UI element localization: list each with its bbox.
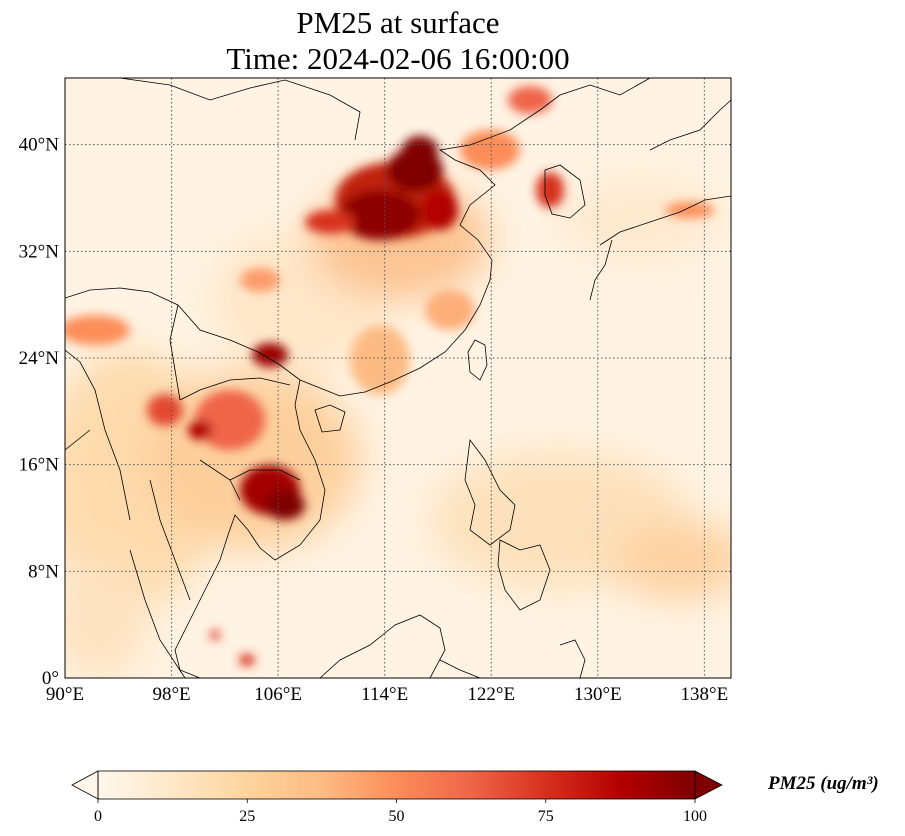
colorbar-extend-high	[694, 770, 723, 800]
y-tick-label: 16°N	[19, 455, 60, 476]
y-tick-label: 24°N	[19, 348, 60, 369]
x-tick-label: 130°E	[574, 684, 622, 705]
colorbar-tick-label: 50	[389, 808, 405, 825]
x-tick-label: 90°E	[46, 684, 84, 705]
map-frame	[64, 77, 732, 679]
map-subtitle-time: Time: 2024-02-06 16:00:00	[226, 41, 570, 76]
colorbar-extend-low	[71, 770, 99, 800]
y-axis-ticks: 0° 8°N 16°N 24°N 32°N 40°N	[19, 135, 60, 689]
y-tick-label: 0°	[42, 668, 59, 689]
map-title: PM25 at surface	[296, 5, 500, 40]
x-tick-label: 138°E	[681, 684, 729, 705]
y-tick-label: 40°N	[19, 135, 60, 156]
colorbar-tick-label: 25	[239, 808, 255, 825]
y-tick-label: 8°N	[28, 561, 59, 582]
x-tick-label: 122°E	[467, 684, 515, 705]
concentration-hotspots	[65, 86, 715, 666]
colorbar-ramp	[98, 771, 695, 799]
x-tick-label: 98°E	[152, 684, 190, 705]
y-tick-label: 32°N	[19, 241, 60, 262]
colorbar-label: PM25 (ug/m³)	[768, 773, 879, 794]
colorbar-tick-label: 100	[683, 808, 707, 825]
colorbar-ticks: 0 25 50 75 100	[94, 799, 707, 825]
colorbar-tick-label: 75	[538, 808, 554, 825]
x-tick-label: 106°E	[254, 684, 302, 705]
colorbar-tick-label: 0	[94, 808, 102, 825]
x-axis-ticks: 90°E 98°E 106°E 114°E 122°E 130°E 138°E	[46, 684, 728, 705]
gridlines	[65, 78, 731, 678]
coastlines	[65, 78, 731, 678]
x-tick-label: 114°E	[361, 684, 408, 705]
